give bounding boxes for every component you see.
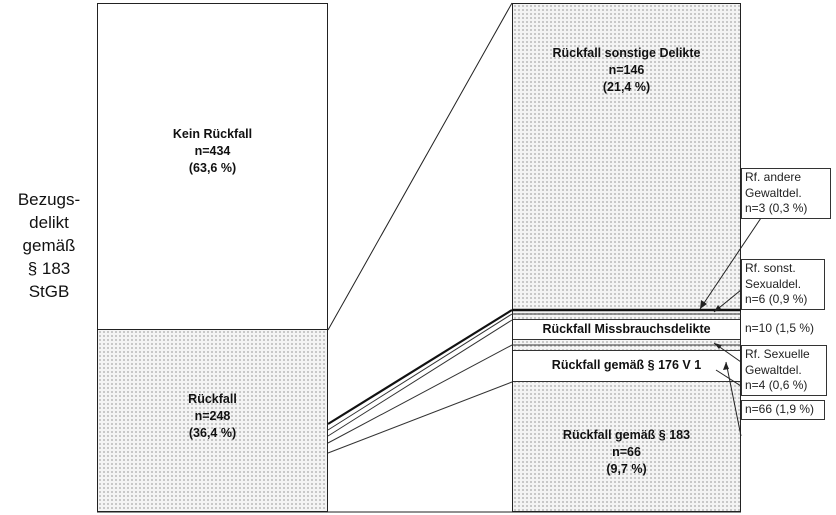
no-relapse-count: n=434 [97, 143, 328, 160]
relapse-percent: (36,4 %) [97, 425, 328, 442]
annotation-line: n=6 (0,9 %) [745, 292, 821, 308]
other-offenses-count: n=146 [512, 62, 741, 79]
p183-percent: (9,7 %) [512, 461, 741, 478]
annotation-line: n=4 (0,6 %) [745, 378, 823, 394]
p183-label: Rückfall gemäß § 183 n=66 (9,7 %) [512, 427, 741, 478]
annotation-line: Gewaltdel. [745, 363, 823, 379]
no-relapse-percent: (63,6 %) [97, 160, 328, 177]
annotation-abuse-count: n=10 (1,5 %) [745, 321, 814, 337]
relapse-label: Rückfall n=248 (36,4 %) [97, 391, 328, 442]
annotation-line: Rf. andere [745, 170, 827, 186]
annotation-line: n=3 (0,3 %) [745, 201, 827, 217]
annotation-other-violent: Rf. andere Gewaltdel. n=3 (0,3 %) [741, 168, 831, 219]
annotation-sexual-violent: Rf. Sexuelle Gewaltdel. n=4 (0,6 %) [741, 345, 827, 396]
relapse-title: Rückfall [97, 391, 328, 408]
p176-label: Rückfall gemäß § 176 V 1 [512, 357, 741, 374]
annotation-line: Rf. Sexuelle [745, 347, 823, 363]
annotation-other-sexual: Rf. sonst. Sexualdel. n=6 (0,9 %) [741, 259, 825, 310]
relapse-count: n=248 [97, 408, 328, 425]
no-relapse-label: Kein Rückfall n=434 (63,6 %) [97, 126, 328, 177]
annotation-line: Gewaltdel. [745, 186, 827, 202]
other-offenses-percent: (21,4 %) [512, 79, 741, 96]
abuse-offenses-label: Rückfall Missbrauchsdelikte [512, 321, 741, 338]
no-relapse-title: Kein Rückfall [97, 126, 328, 143]
annotation-line: Rf. sonst. [745, 261, 821, 277]
annotation-line: Sexualdel. [745, 277, 821, 293]
p176-title: Rückfall gemäß § 176 V 1 [512, 357, 741, 374]
other-offenses-label: Rückfall sonstige Delikte n=146 (21,4 %) [512, 45, 741, 96]
p183-count: n=66 [512, 444, 741, 461]
other-offenses-title: Rückfall sonstige Delikte [512, 45, 741, 62]
p183-title: Rückfall gemäß § 183 [512, 427, 741, 444]
abuse-offenses-title: Rückfall Missbrauchsdelikte [512, 321, 741, 338]
annotation-p176-count: n=66 (1,9 %) [741, 400, 825, 420]
